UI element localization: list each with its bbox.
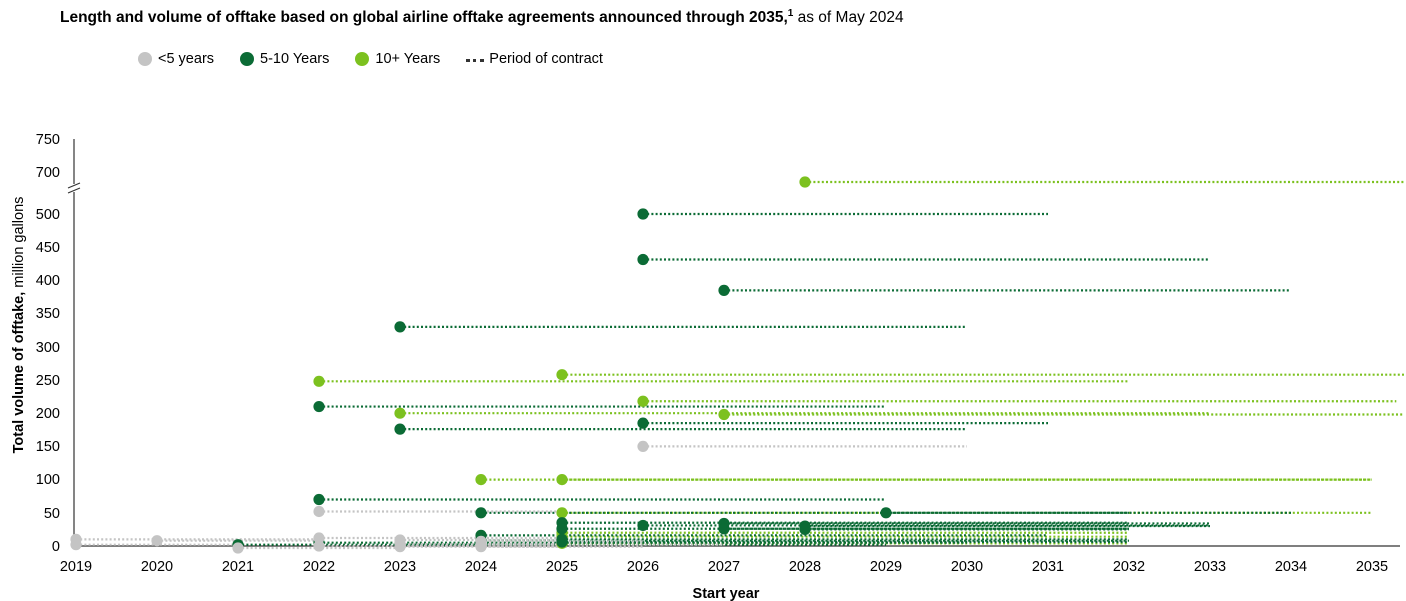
x-axis-title: Start year: [693, 586, 760, 601]
x-tick-label: 2027: [708, 559, 740, 575]
x-tick-label: 2024: [465, 559, 497, 575]
data-point-mid: [718, 284, 730, 296]
title-bold: Length and volume of offtake based on gl…: [60, 9, 788, 27]
axes: [67, 139, 1400, 547]
data-point-mid: [556, 536, 568, 548]
data-points: [70, 176, 892, 554]
data-point-mid: [637, 417, 649, 429]
legend-dotted-line: [466, 58, 485, 62]
data-point-mid: [394, 423, 406, 435]
data-point-mid: [475, 507, 487, 519]
x-tick-label: 2028: [789, 559, 821, 575]
data-point-long: [313, 375, 325, 387]
legend: <5 years 5-10 Years 10+ Years Period of …: [138, 51, 629, 67]
y-tick-label: 0: [52, 539, 60, 555]
data-point-short: [313, 505, 325, 518]
y-tick-label: 750: [36, 132, 60, 148]
x-tick-label: 2021: [222, 559, 254, 575]
legend-item-short: <5 years: [138, 51, 214, 67]
data-point-short: [475, 541, 487, 553]
data-point-mid: [394, 321, 406, 333]
data-point-short: [232, 542, 244, 554]
data-point-long: [637, 395, 649, 407]
data-point-short: [151, 535, 163, 547]
y-tick-label: 200: [36, 406, 60, 422]
x-tick-label: 2029: [870, 559, 902, 575]
y-tick-label: 400: [36, 273, 60, 289]
legend-item-mid: 5-10 Years: [240, 51, 329, 67]
legend-label-long: 10+ Years: [375, 51, 441, 67]
data-point-long: [556, 369, 568, 381]
x-tick-label: 2020: [141, 559, 173, 575]
contract-lines: [76, 180, 1405, 550]
legend-swatch-long: [355, 52, 370, 66]
data-point-mid: [637, 253, 649, 266]
y-tick-label: 700: [36, 165, 60, 181]
x-tick-label: 2032: [1113, 559, 1145, 575]
x-tick-label: 2023: [384, 559, 416, 575]
data-point-short: [637, 440, 649, 452]
data-point-mid: [799, 523, 811, 536]
data-point-mid: [880, 507, 892, 519]
x-tick-label: 2034: [1275, 559, 1307, 575]
title-footnote: 1: [787, 8, 794, 19]
x-tick-label: 2030: [951, 559, 983, 575]
data-point-short: [313, 532, 325, 544]
data-point-mid: [637, 519, 649, 532]
x-tick-label: 2033: [1194, 559, 1226, 575]
x-tick-label: 2031: [1032, 559, 1064, 575]
data-point-short: [313, 540, 325, 552]
legend-swatch-mid: [240, 52, 255, 66]
y-tick-label: 250: [36, 373, 60, 389]
x-tick-label: 2026: [627, 559, 659, 575]
data-point-mid: [556, 523, 568, 535]
data-point-long: [799, 176, 811, 188]
y-tick-label: 150: [36, 439, 60, 455]
x-tick-label: 2022: [303, 559, 335, 575]
title-normal: as of May 2024: [793, 9, 904, 27]
y-axis-break-mark: [67, 182, 81, 189]
y-tick-label: 300: [36, 340, 60, 356]
x-tick-label: 2019: [60, 559, 92, 575]
y-tick-label: 450: [36, 240, 60, 256]
data-point-short: [70, 539, 82, 551]
legend-item-long: 10+ Years: [355, 51, 440, 67]
legend-swatch-short: [138, 52, 152, 66]
data-point-mid: [718, 523, 730, 535]
data-point-mid: [313, 493, 325, 506]
data-point-mid: [313, 400, 325, 413]
y-tick-label: 100: [36, 472, 60, 488]
data-point-long: [556, 474, 568, 486]
x-tick-label: 2025: [546, 559, 578, 575]
y-tick-label: 50: [44, 506, 60, 522]
data-point-short: [394, 541, 406, 553]
y-tick-label: 500: [36, 207, 60, 223]
data-point-mid: [637, 208, 649, 220]
data-point-long: [556, 507, 568, 519]
y-axis-title: Total volume of offtake, million gallons: [11, 197, 27, 454]
data-point-long: [718, 408, 730, 421]
axis-labels: 0 50 100 150 200 250 300 350 400 450 500 700 750 2019…: [11, 132, 1388, 601]
legend-item-period: Period of contract: [466, 51, 603, 67]
x-tick-label: 2035: [1356, 559, 1388, 575]
y-axis-break-mark: [67, 187, 81, 194]
legend-label-short: <5 years: [158, 51, 215, 67]
data-point-long: [394, 407, 406, 419]
legend-label-mid: 5-10 Years: [260, 51, 330, 67]
legend-label-period: Period of contract: [489, 51, 603, 67]
chart-title: Length and volume of offtake based on gl…: [60, 8, 904, 27]
y-tick-label: 350: [36, 306, 60, 322]
data-point-long: [475, 474, 487, 486]
